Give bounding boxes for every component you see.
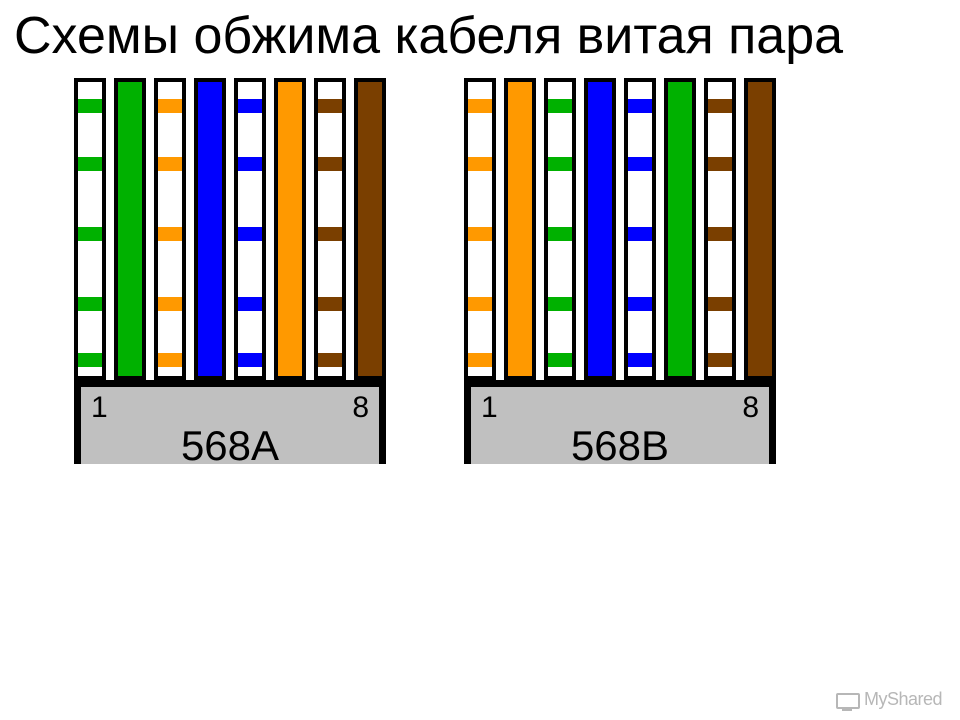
- wire-b-3: [544, 78, 576, 380]
- plug-568b: 1 8 568B: [464, 380, 776, 464]
- stripe: [78, 227, 102, 241]
- stripe: [548, 297, 572, 311]
- scheme-568b: 1 8 568B: [464, 78, 776, 464]
- wire-a-2: [114, 78, 146, 380]
- stripe: [628, 157, 652, 171]
- wire-b-8: [744, 78, 776, 380]
- stripe: [708, 99, 732, 113]
- standard-label-a: 568A: [81, 422, 379, 470]
- watermark: MyShared: [836, 689, 942, 710]
- wire-a-6: [274, 78, 306, 380]
- stripe: [78, 99, 102, 113]
- monitor-icon: [836, 691, 858, 709]
- stripe: [238, 157, 262, 171]
- stripe: [708, 353, 732, 367]
- stripe: [708, 227, 732, 241]
- stripe: [158, 157, 182, 171]
- wire-b-1: [464, 78, 496, 380]
- watermark-text: MyShared: [864, 689, 942, 710]
- stripe: [318, 227, 342, 241]
- wire-b-6: [664, 78, 696, 380]
- stripe: [158, 99, 182, 113]
- stripe: [468, 353, 492, 367]
- pin-right-label: 8: [352, 391, 369, 425]
- diagram-row: 1 8 568A 1 8 568B: [74, 78, 776, 464]
- pin-left-label: 1: [91, 391, 108, 425]
- wire-a-3: [154, 78, 186, 380]
- stripe: [238, 353, 262, 367]
- stripe: [468, 99, 492, 113]
- wires-568a: [74, 78, 386, 380]
- stripe: [468, 227, 492, 241]
- page-title: Схемы обжима кабеля витая пара: [14, 6, 843, 66]
- stripe: [628, 297, 652, 311]
- stripe: [78, 353, 102, 367]
- wire-b-5: [624, 78, 656, 380]
- wires-568b: [464, 78, 776, 380]
- stripe: [78, 157, 102, 171]
- stripe: [628, 227, 652, 241]
- stripe: [628, 353, 652, 367]
- plug-568a: 1 8 568A: [74, 380, 386, 464]
- stripe: [158, 227, 182, 241]
- wire-b-2: [504, 78, 536, 380]
- pin-right-label: 8: [742, 391, 759, 425]
- stripe: [468, 157, 492, 171]
- stripe: [548, 157, 572, 171]
- wire-b-4: [584, 78, 616, 380]
- wire-a-1: [74, 78, 106, 380]
- scheme-568a: 1 8 568A: [74, 78, 386, 464]
- wire-a-8: [354, 78, 386, 380]
- stripe: [628, 99, 652, 113]
- stripe: [708, 157, 732, 171]
- stripe: [238, 227, 262, 241]
- wire-a-4: [194, 78, 226, 380]
- pin-left-label: 1: [481, 391, 498, 425]
- stripe: [708, 297, 732, 311]
- wire-b-7: [704, 78, 736, 380]
- stripe: [468, 297, 492, 311]
- stripe: [548, 353, 572, 367]
- stripe: [158, 353, 182, 367]
- stripe: [78, 297, 102, 311]
- wire-a-7: [314, 78, 346, 380]
- stripe: [158, 297, 182, 311]
- stripe: [318, 99, 342, 113]
- standard-label-b: 568B: [471, 422, 769, 470]
- stripe: [548, 99, 572, 113]
- stripe: [318, 353, 342, 367]
- wire-a-5: [234, 78, 266, 380]
- stripe: [238, 99, 262, 113]
- stripe: [238, 297, 262, 311]
- stripe: [318, 157, 342, 171]
- stripe: [548, 227, 572, 241]
- stripe: [318, 297, 342, 311]
